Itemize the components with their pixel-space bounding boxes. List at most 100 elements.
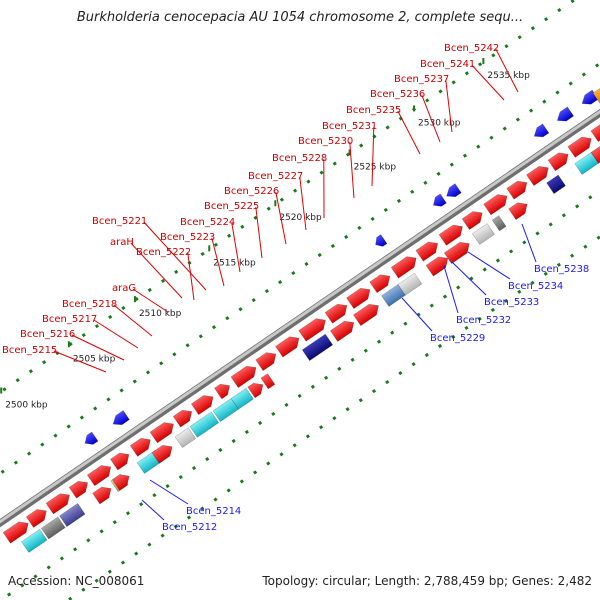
forward-gene-shape <box>324 303 348 324</box>
forward-label-leader <box>299 176 307 231</box>
forward-gene-label: Bcen_5225 <box>204 201 259 212</box>
forward-feature <box>546 174 566 195</box>
tick-row-scale <box>517 35 522 40</box>
forward-gene <box>149 422 174 444</box>
tick-row-forward <box>376 339 382 344</box>
tick-row-outer <box>173 524 178 529</box>
tick-row-scale <box>42 360 47 365</box>
tick-row-reverse <box>225 316 230 321</box>
tick-row-outer <box>319 425 324 430</box>
forward-gene <box>346 287 371 309</box>
forward-label-leader <box>275 191 287 245</box>
forward-gene <box>526 166 549 186</box>
tick-row-scale <box>557 8 562 13</box>
forward-gene-shape <box>346 287 371 309</box>
tick-row-forward <box>429 303 434 308</box>
reverse-label-leader <box>451 261 487 296</box>
forward-gene <box>443 241 470 265</box>
forward-gene <box>415 241 439 262</box>
forward-feature <box>397 272 423 296</box>
forward-feature <box>301 333 334 362</box>
scale-tick-label: 2505 kbp <box>73 354 116 364</box>
forward-label-leader <box>495 48 519 93</box>
forward-feature-shape <box>230 387 254 410</box>
reverse-gene <box>433 193 447 207</box>
forward-gene <box>45 493 70 515</box>
tick-row-reverse <box>581 72 586 77</box>
tick-row-outer <box>411 362 416 367</box>
forward-feature-shape <box>574 152 599 175</box>
tick-row-scale <box>491 53 496 58</box>
tick-row-reverse <box>370 216 375 221</box>
tick-row-forward <box>112 520 117 525</box>
scale-tick-label: 2535 kbp <box>487 71 530 81</box>
reverse-feature <box>592 82 600 105</box>
tick-row-outer <box>292 443 297 448</box>
tick-row-reverse <box>410 189 415 194</box>
tick-row-outer <box>424 352 429 358</box>
tick-row-scale <box>81 333 86 338</box>
tick-row-forward <box>522 240 527 245</box>
tick-row-reverse <box>185 343 190 348</box>
tick-row-scale <box>121 305 126 311</box>
tick-row-forward <box>231 438 236 444</box>
reverse-gene-shape <box>433 193 447 207</box>
forward-gene <box>369 274 391 294</box>
tick-row-scale <box>306 179 311 184</box>
reverse-gene-label: Bcen_5233 <box>484 297 539 308</box>
reverse-gene-label: Bcen_5232 <box>456 315 511 326</box>
forward-label-leader <box>445 79 453 133</box>
tick-row-outer <box>570 253 575 258</box>
forward-gene <box>190 395 214 416</box>
tick-row-forward <box>509 249 514 254</box>
reverse-gene-label: Bcen_5214 <box>186 506 241 517</box>
tick-row-scale <box>385 125 390 130</box>
forward-feature-shape <box>546 174 566 195</box>
genome-backbone <box>0 109 600 524</box>
tick-row-outer <box>266 461 271 466</box>
tick-row-forward <box>271 411 276 416</box>
forward-gene-shape <box>25 509 47 528</box>
tick-row-scale <box>570 0 575 4</box>
forward-gene <box>590 143 600 164</box>
tick-row-outer <box>504 298 509 303</box>
forward-gene-shape <box>275 336 300 358</box>
forward-label-leader <box>132 288 169 313</box>
forward-gene <box>247 382 264 399</box>
forward-feature <box>189 411 220 438</box>
tick-row-outer <box>305 434 310 439</box>
tick-row-forward <box>456 285 461 290</box>
tick-row-outer <box>107 569 112 574</box>
scale-tick-label: 2510 kbp <box>139 309 182 319</box>
tick-row-reverse <box>79 415 84 420</box>
tick-row-reverse <box>66 424 71 429</box>
forward-feature-shape <box>397 272 423 296</box>
tick-row-reverse <box>159 361 164 366</box>
tick-row-scale <box>15 378 20 383</box>
tick-row-scale <box>451 80 456 85</box>
reverse-gene <box>375 234 388 247</box>
tick-row-forward <box>33 574 38 579</box>
tick-row-reverse <box>502 126 507 131</box>
tick-row-outer <box>490 307 495 312</box>
forward-gene <box>68 480 89 499</box>
reverse-gene-label: Bcen_5238 <box>534 264 589 275</box>
forward-gene-shape <box>483 194 508 216</box>
tick-row-scale <box>28 369 33 374</box>
tick-row-scale <box>227 233 232 238</box>
forward-gene-shape <box>230 365 257 388</box>
forward-gene <box>390 256 417 279</box>
tick-row-forward <box>46 565 51 570</box>
tick-row-reverse <box>264 289 269 294</box>
tick-row-forward <box>139 502 144 507</box>
reverse-gene-shape <box>556 106 575 122</box>
tick-row-forward <box>442 294 448 299</box>
tick-row-reverse <box>595 63 600 68</box>
tick-row-outer <box>94 578 99 583</box>
forward-gene <box>255 352 277 372</box>
forward-gene <box>298 318 326 342</box>
forward-feature <box>174 427 197 448</box>
scale-tick-label: 2520 kbp <box>279 213 322 223</box>
forward-label-leader <box>231 222 241 273</box>
tick-row-outer <box>437 343 443 349</box>
